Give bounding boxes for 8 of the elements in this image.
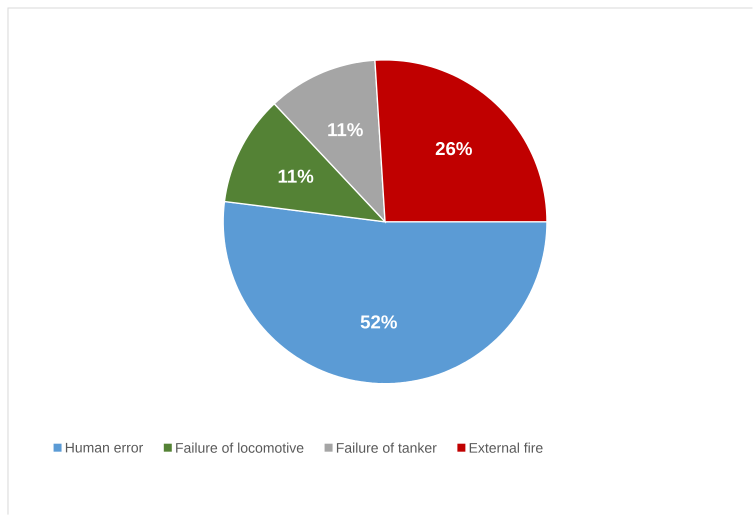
data-label: 52% <box>360 315 397 328</box>
legend-label: Human error <box>66 442 144 452</box>
data-label: 11% <box>278 170 314 183</box>
legend-label: External fire <box>470 442 543 453</box>
legend-label: Failure of locomotive <box>176 442 304 453</box>
legend-label: Failure of tanker <box>336 442 437 453</box>
data-label: 11% <box>328 123 363 136</box>
data-label: 26% <box>436 142 472 156</box>
